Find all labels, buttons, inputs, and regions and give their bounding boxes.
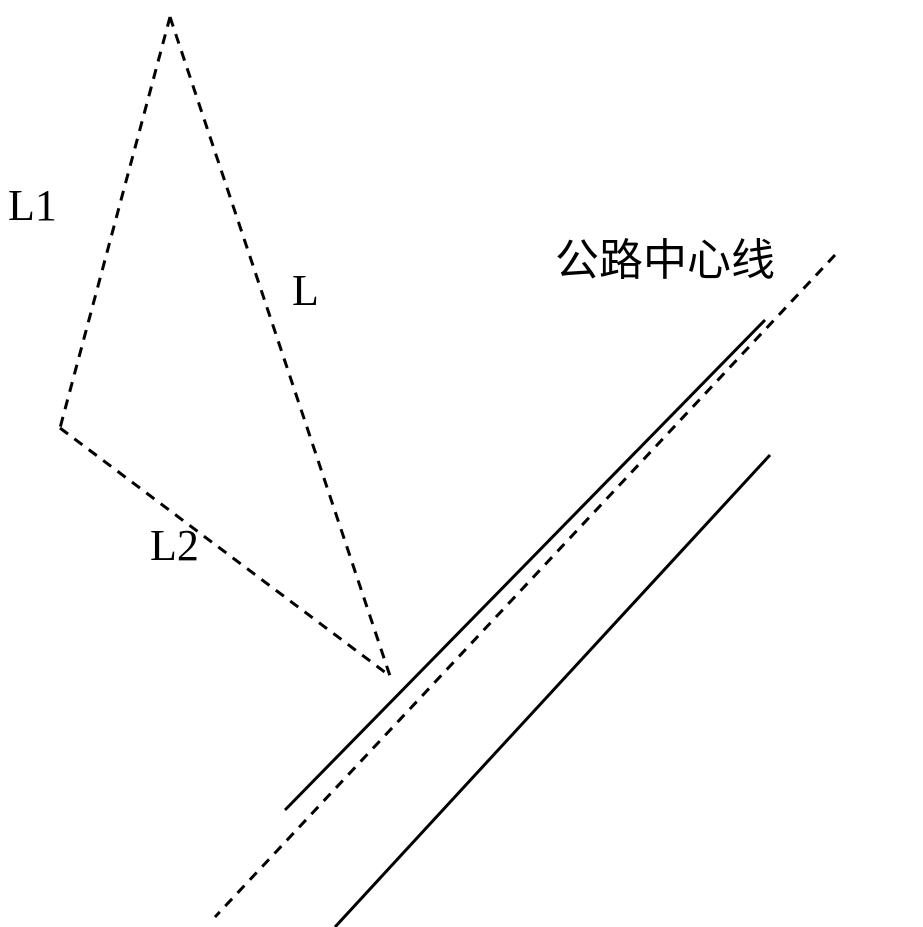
label-L2: L2 [150, 521, 199, 570]
label-L1: L1 [8, 181, 57, 230]
label-L: L [292, 266, 319, 315]
label-centerline: 公路中心线 [555, 236, 775, 285]
